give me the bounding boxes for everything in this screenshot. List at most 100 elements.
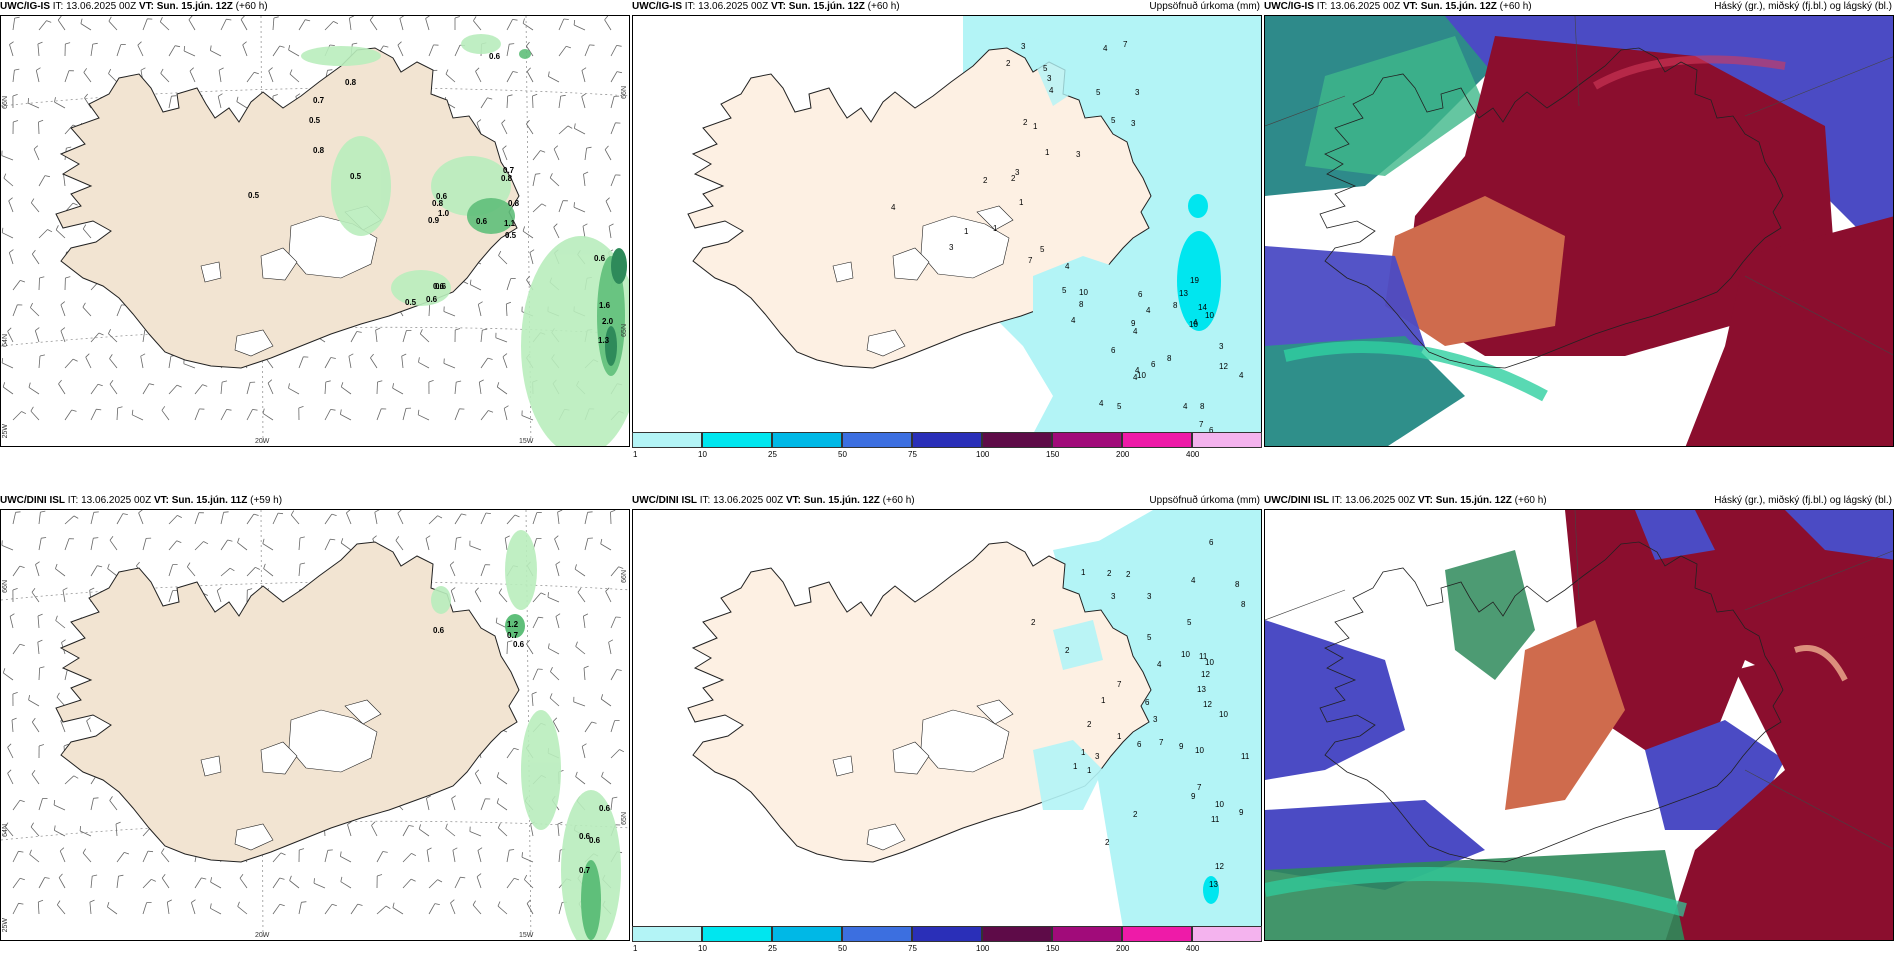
value-label: 4	[1157, 660, 1161, 669]
panel-top-mid-precip: UWC/IG-IS IT: 13.06.2025 00Z VT: Sun. 15…	[632, 0, 1262, 447]
value-label: 5	[1111, 116, 1115, 125]
value-label: 0.8	[345, 78, 356, 87]
value-label: 13	[1209, 880, 1218, 889]
vt-value: Sun. 15.jún. 11Z	[172, 495, 248, 506]
colorbar-tick: 400	[1186, 944, 1199, 953]
it-value: 13.06.2025 00Z	[1330, 1, 1400, 12]
value-label: 0.7	[313, 96, 324, 105]
vt-label: VT:	[154, 495, 169, 506]
value-label: 0.6	[589, 836, 600, 845]
it-value: 13.06.2025 00Z	[698, 1, 768, 12]
value-label: 2	[1023, 118, 1027, 127]
lon-label: 25W	[2, 424, 9, 438]
panel-bottom-right-clouds: UWC/DINI ISL IT: 13.06.2025 00Z VT: Sun.…	[1264, 494, 1894, 941]
value-label: 2	[1065, 646, 1069, 655]
value-label: 8	[1241, 600, 1245, 609]
value-label: 0.8	[501, 174, 512, 183]
model-label: UWC/IG-IS	[1264, 1, 1314, 12]
value-label: 1.6	[599, 301, 610, 310]
value-label: 12	[1201, 670, 1210, 679]
value-label: 4	[891, 203, 895, 212]
value-label: 2	[1133, 810, 1137, 819]
colorbar-tick: 100	[976, 450, 989, 459]
it-value: 13.06.2025 00Z	[713, 495, 783, 506]
it-label: IT:	[1317, 1, 1328, 12]
lat-label: 66N	[621, 86, 628, 99]
vt-label: VT:	[139, 1, 154, 12]
lat-label: 66N	[2, 580, 9, 593]
colorbar-tick: 1	[633, 944, 637, 953]
it-label: IT:	[68, 495, 79, 506]
colorbar-tick: 50	[838, 944, 847, 953]
value-label: 1	[1019, 198, 1023, 207]
value-label: 0.7	[507, 631, 518, 640]
value-label: 3	[1095, 752, 1099, 761]
value-label: 2	[1087, 720, 1091, 729]
value-label: 4	[1103, 44, 1107, 53]
value-label: 1	[993, 224, 997, 233]
model-label: UWC/IG-IS	[632, 1, 682, 12]
lat-label: 65N	[621, 324, 628, 337]
value-label: 0.5	[248, 191, 259, 200]
it-value: 13.06.2025 00Z	[66, 1, 136, 12]
value-label: 3	[1135, 88, 1139, 97]
value-label: 3	[1111, 592, 1115, 601]
value-label: 11	[1211, 815, 1219, 824]
value-label: 4	[1099, 399, 1103, 408]
value-label: 5	[1147, 633, 1151, 642]
value-label: 3	[949, 243, 953, 252]
cloud-map[interactable]	[1264, 15, 1894, 447]
value-label: 7	[1197, 783, 1201, 792]
vt-value: Sun. 15.jún. 12Z	[804, 495, 880, 506]
model-label: UWC/IG-IS	[0, 1, 50, 12]
value-label: 0.9	[428, 216, 439, 225]
lon-label: 20W	[255, 932, 269, 939]
value-label: 0.5	[350, 172, 361, 181]
value-label: 3	[1021, 42, 1025, 51]
cloud-map[interactable]	[1264, 509, 1894, 941]
precip-colorbar: 1 10 25 50 75 100 150 200 400	[632, 432, 1262, 446]
value-label: 2.0	[602, 317, 613, 326]
value-label: 5	[1117, 402, 1121, 411]
value-label: 0.6	[433, 626, 444, 635]
it-label: IT:	[1332, 495, 1343, 506]
colorbar-tick: 200	[1116, 450, 1129, 459]
value-label: 0.8	[313, 146, 324, 155]
lead-time: (+60 h)	[236, 1, 268, 12]
value-label: 4	[1133, 327, 1137, 336]
value-label: 7	[1123, 40, 1127, 49]
value-label: 7	[1028, 256, 1032, 265]
colorbar-tick: 50	[838, 450, 847, 459]
value-label: 9	[1239, 808, 1243, 817]
value-label: 4	[1191, 576, 1195, 585]
value-label: 10	[1205, 311, 1214, 320]
value-label: 8	[1079, 300, 1083, 309]
value-label: 0.6	[489, 52, 500, 61]
value-label: 1	[1073, 762, 1077, 771]
value-label: 2	[1126, 570, 1130, 579]
lon-label: 15W	[519, 438, 533, 445]
value-label: 8	[1200, 402, 1204, 411]
lat-label: 64N	[2, 824, 9, 837]
value-label: 0.6	[436, 192, 447, 201]
panel-top-left-wind: UWC/IG-IS IT: 13.06.2025 00Z VT: Sun. 15…	[0, 0, 630, 447]
value-label: 3	[1076, 150, 1080, 159]
value-label: 0.6	[513, 640, 524, 649]
value-label: 2	[1006, 59, 1010, 68]
model-label: UWC/DINI ISL	[0, 495, 65, 506]
value-label: 10	[1219, 710, 1228, 719]
value-label: 11	[1241, 752, 1249, 761]
value-label: 3	[1047, 74, 1051, 83]
vt-label: VT:	[1403, 1, 1418, 12]
lead-time: (+60 h)	[1515, 495, 1547, 506]
field-title: Uppsöfnuð úrkoma (mm)	[1149, 494, 1260, 508]
field-title: Uppsöfnuð úrkoma (mm)	[1149, 0, 1260, 14]
precip-colorbar: 1 10 25 50 75 100 150 200 400	[632, 926, 1262, 940]
value-label: 1	[1117, 732, 1121, 741]
value-label: 1	[964, 227, 968, 236]
value-label: 10	[1079, 288, 1088, 297]
